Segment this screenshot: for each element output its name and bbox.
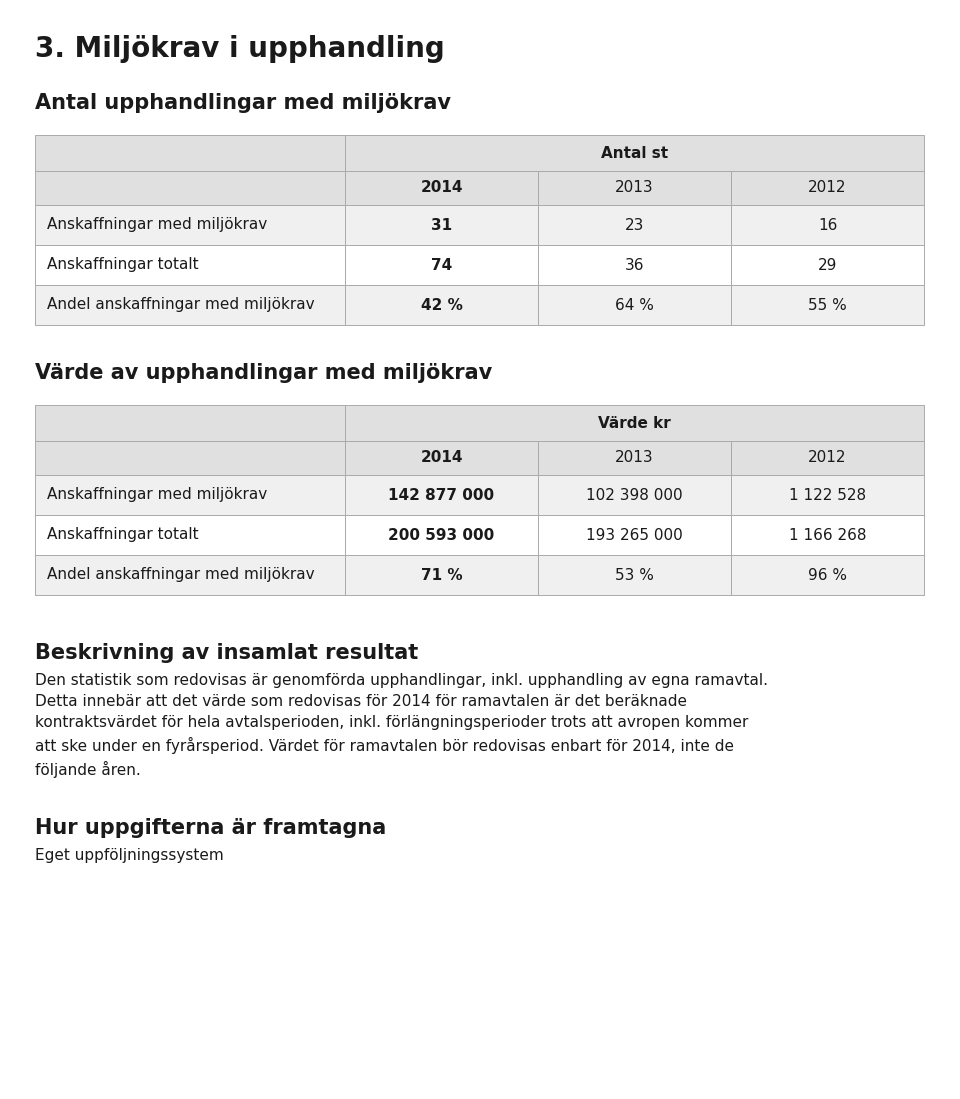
Text: 53 %: 53 %: [615, 567, 654, 582]
Text: 2013: 2013: [615, 451, 654, 466]
Text: Antal st: Antal st: [601, 145, 668, 160]
Bar: [345, 285, 538, 325]
Text: 102 398 000: 102 398 000: [587, 488, 683, 502]
Bar: [538, 206, 731, 245]
Bar: [538, 285, 731, 325]
Text: Eget uppföljningssystem: Eget uppföljningssystem: [35, 848, 224, 863]
Text: 1 166 268: 1 166 268: [789, 528, 866, 543]
Bar: [731, 475, 924, 515]
Text: 23: 23: [625, 218, 644, 233]
Bar: [35, 441, 345, 475]
Bar: [35, 171, 345, 206]
Text: 2012: 2012: [808, 451, 847, 466]
Bar: [731, 285, 924, 325]
Bar: [731, 245, 924, 285]
Text: 29: 29: [818, 257, 837, 273]
Bar: [731, 171, 924, 206]
Bar: [35, 555, 345, 595]
Text: 64 %: 64 %: [615, 298, 654, 312]
Text: Anskaffningar med miljökrav: Anskaffningar med miljökrav: [47, 488, 267, 502]
Bar: [35, 135, 345, 171]
Text: Anskaffningar totalt: Anskaffningar totalt: [47, 257, 199, 273]
Text: 36: 36: [625, 257, 644, 273]
Bar: [35, 475, 345, 515]
Text: 1 122 528: 1 122 528: [789, 488, 866, 502]
Bar: [538, 555, 731, 595]
Text: 96 %: 96 %: [808, 567, 847, 582]
Bar: [731, 441, 924, 475]
Text: Värde kr: Värde kr: [598, 415, 671, 431]
Bar: [538, 171, 731, 206]
Text: 2012: 2012: [808, 180, 847, 196]
Bar: [345, 555, 538, 595]
Text: Antal upphandlingar med miljökrav: Antal upphandlingar med miljökrav: [35, 93, 451, 113]
Text: 2014: 2014: [420, 451, 463, 466]
Bar: [731, 515, 924, 555]
Bar: [345, 406, 924, 441]
Bar: [345, 135, 924, 171]
Bar: [35, 245, 345, 285]
Text: Andel anskaffningar med miljökrav: Andel anskaffningar med miljökrav: [47, 567, 315, 582]
Bar: [345, 171, 538, 206]
Bar: [538, 441, 731, 475]
Text: Beskrivning av insamlat resultat: Beskrivning av insamlat resultat: [35, 643, 419, 663]
Text: Värde av upphandlingar med miljökrav: Värde av upphandlingar med miljökrav: [35, 363, 492, 382]
Bar: [538, 245, 731, 285]
Text: 42 %: 42 %: [420, 298, 463, 312]
Text: Den statistik som redovisas är genomförda upphandlingar, inkl. upphandling av eg: Den statistik som redovisas är genomförd…: [35, 673, 768, 778]
Bar: [35, 285, 345, 325]
Text: Anskaffningar med miljökrav: Anskaffningar med miljökrav: [47, 218, 267, 233]
Text: 55 %: 55 %: [808, 298, 847, 312]
Text: 193 265 000: 193 265 000: [587, 528, 683, 543]
Bar: [345, 475, 538, 515]
Bar: [345, 515, 538, 555]
Text: Andel anskaffningar med miljökrav: Andel anskaffningar med miljökrav: [47, 298, 315, 312]
Bar: [538, 515, 731, 555]
Text: Hur uppgifterna är framtagna: Hur uppgifterna är framtagna: [35, 818, 386, 839]
Bar: [35, 206, 345, 245]
Bar: [731, 206, 924, 245]
Text: Anskaffningar totalt: Anskaffningar totalt: [47, 528, 199, 543]
Text: 3. Miljökrav i upphandling: 3. Miljökrav i upphandling: [35, 35, 444, 63]
Text: 2013: 2013: [615, 180, 654, 196]
Bar: [35, 515, 345, 555]
Text: 74: 74: [431, 257, 452, 273]
Bar: [345, 441, 538, 475]
Text: 142 877 000: 142 877 000: [389, 488, 494, 502]
Bar: [35, 406, 345, 441]
Bar: [538, 475, 731, 515]
Text: 2014: 2014: [420, 180, 463, 196]
Bar: [731, 555, 924, 595]
Text: 31: 31: [431, 218, 452, 233]
Text: 71 %: 71 %: [420, 567, 463, 582]
Text: 16: 16: [818, 218, 837, 233]
Text: 200 593 000: 200 593 000: [389, 528, 494, 543]
Bar: [345, 245, 538, 285]
Bar: [345, 206, 538, 245]
